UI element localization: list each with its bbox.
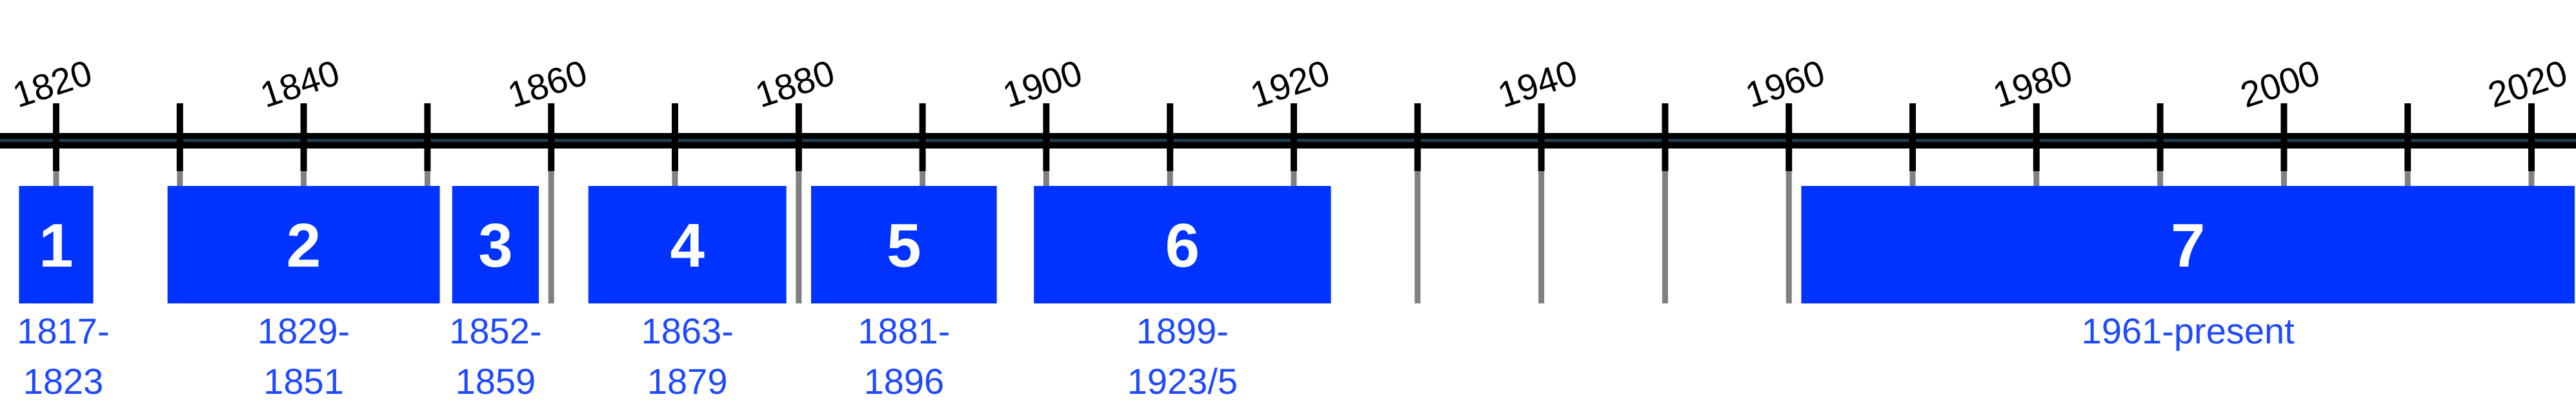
period-range-label: 1863- [641, 311, 734, 351]
period-block [588, 186, 787, 303]
period-block [452, 186, 539, 303]
period-range-labels: 1817- 1823 1829- 1851 1852- 1859 1863- 1879 1881… [17, 311, 2295, 402]
period-number: 1 [39, 211, 73, 280]
year-label: 1840 [256, 52, 345, 115]
period-range-label: 1852- [449, 311, 541, 351]
period-range-label: 1829- [257, 311, 350, 351]
year-label: 1940 [1493, 52, 1582, 115]
period-blocks: 1 2 3 4 5 6 7 [19, 186, 2575, 303]
year-label: 1920 [1245, 52, 1334, 115]
year-labels: 1820 1840 1860 1880 1900 1920 1940 1960 1980 2000… [8, 52, 2572, 115]
period-range-label: 1823 [23, 361, 104, 402]
period-range-label: 1817- [17, 311, 109, 351]
period-number: 5 [887, 211, 921, 280]
year-label: 2000 [2235, 52, 2324, 115]
period-number: 7 [2171, 211, 2205, 280]
year-label: 1860 [503, 52, 592, 115]
axis-highlight [0, 139, 2576, 142]
period-block [1034, 186, 1331, 303]
period-range-label: 1899- [1136, 311, 1229, 351]
year-label: 1960 [1740, 52, 1829, 115]
year-label: 2020 [2483, 52, 2572, 115]
period-range-label: 1851 [263, 361, 344, 402]
timeline-axis [0, 103, 2576, 171]
year-label: 1900 [998, 52, 1087, 115]
period-block [810, 186, 997, 303]
period-range-label: 1961-present [2082, 311, 2295, 351]
period-range-label: 1923/5 [1127, 361, 1238, 402]
period-number: 6 [1165, 211, 1200, 280]
period-range-label: 1879 [647, 361, 728, 402]
period-number: 2 [287, 211, 321, 280]
period-range-label: 1896 [864, 361, 945, 402]
period-number: 3 [478, 211, 512, 280]
period-range-label: 1859 [456, 361, 536, 402]
period-block [167, 186, 440, 303]
year-label: 1820 [8, 52, 97, 115]
period-block [19, 186, 94, 303]
period-number: 4 [670, 211, 704, 280]
year-label: 1980 [1988, 52, 2077, 115]
period-block [1801, 186, 2575, 303]
period-range-label: 1881- [858, 311, 950, 351]
year-label: 1880 [750, 52, 840, 115]
